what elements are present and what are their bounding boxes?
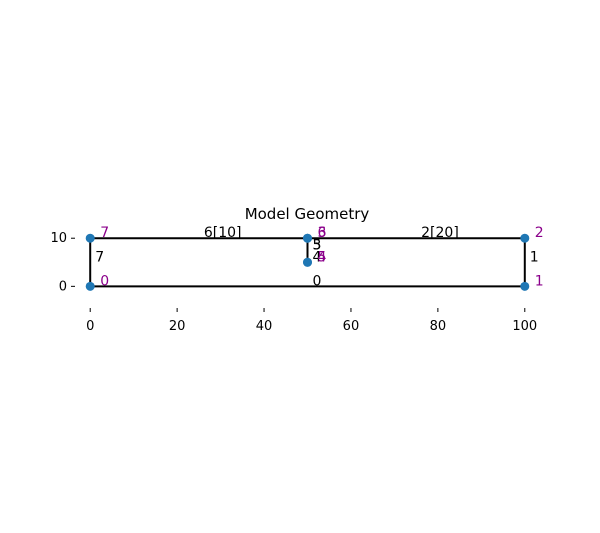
x-axis: 0 20 40 60 80 100 — [86, 308, 537, 334]
x-tick-label: 60 — [343, 319, 360, 334]
x-tick-label: 0 — [86, 319, 94, 334]
member-label: 3 — [313, 237, 322, 253]
node-point — [303, 257, 312, 267]
node-point — [85, 233, 95, 243]
member-label: 6[10] — [204, 225, 242, 241]
member-label: 7 — [95, 249, 104, 265]
member-label: 0 — [313, 273, 322, 289]
member-label: 4 — [313, 249, 322, 265]
x-tick-label: 80 — [430, 319, 447, 334]
node-point — [520, 281, 530, 291]
x-tick-label: 100 — [512, 319, 537, 334]
x-tick-label: 20 — [169, 319, 186, 334]
y-axis: 0 10 — [50, 231, 75, 294]
y-tick-label: 10 — [50, 231, 67, 246]
node-label: 6 — [318, 225, 327, 241]
node-label: 5 — [318, 249, 327, 265]
node-label: 0 — [100, 273, 109, 289]
node-point — [303, 233, 312, 243]
nodes-layer — [85, 233, 530, 291]
member-label: 1 — [530, 249, 539, 265]
member-label: 2[20] — [421, 225, 459, 241]
member-label: 5 — [313, 237, 322, 253]
x-tick-label: 40 — [256, 319, 273, 334]
node-point — [85, 281, 95, 291]
node-label: 7 — [100, 225, 109, 241]
y-tick-label: 0 — [59, 279, 67, 294]
node-point — [520, 233, 530, 243]
node-label: 1 — [535, 273, 544, 289]
node-label: 2 — [535, 225, 544, 241]
node-label: 3 — [318, 225, 327, 241]
node-label: 4 — [318, 249, 327, 265]
chart-title: Model Geometry — [245, 205, 370, 223]
